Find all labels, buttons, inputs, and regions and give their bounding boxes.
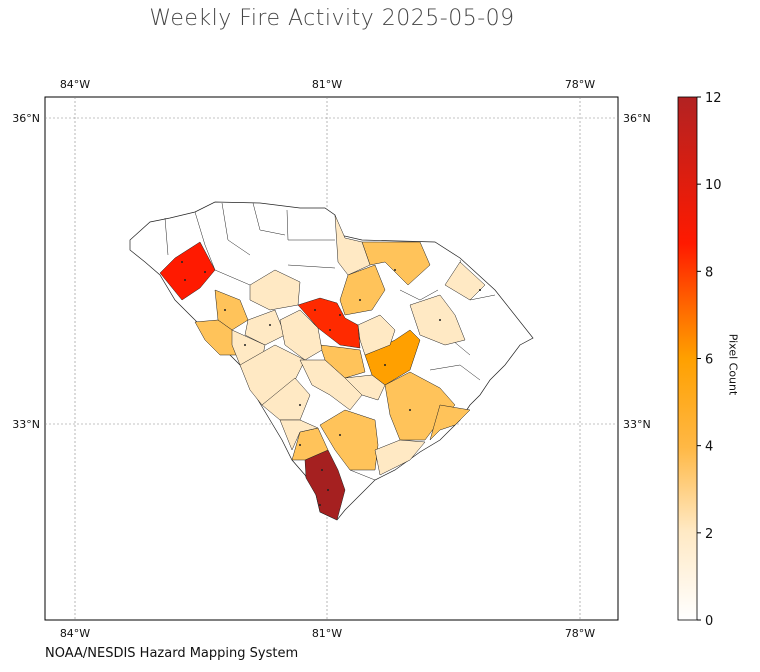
county-light-9 bbox=[357, 314, 396, 356]
lon-label-top: 84°W bbox=[60, 78, 90, 91]
lat-label-right: 33°N bbox=[623, 418, 651, 431]
lon-label-bottom: 81°W bbox=[312, 627, 342, 640]
lat-label-left: 36°N bbox=[12, 112, 40, 125]
county-light-13 bbox=[279, 419, 319, 451]
county-light-7 bbox=[261, 377, 311, 421]
colorbar-tick-label: 0 bbox=[705, 614, 713, 629]
county-light-14 bbox=[344, 374, 386, 401]
county-light-5 bbox=[279, 309, 323, 361]
county-orange-10 bbox=[429, 404, 471, 441]
colorbar-tick-label: 12 bbox=[705, 91, 722, 106]
lon-label-bottom: 78°W bbox=[565, 627, 595, 640]
counties-shaded bbox=[159, 214, 486, 521]
county-light-2 bbox=[249, 269, 301, 311]
colorbar-tick-label: 8 bbox=[705, 265, 713, 280]
lat-labels: 36°N 33°N 36°N 33°N bbox=[12, 112, 650, 431]
county-orange-5 bbox=[291, 427, 329, 461]
county-light-10 bbox=[409, 294, 466, 346]
county-light-11 bbox=[444, 261, 486, 301]
lon-label-bottom: 84°W bbox=[60, 627, 90, 640]
county-lines bbox=[164, 202, 496, 481]
lat-label-left: 33°N bbox=[12, 418, 40, 431]
county-light-3 bbox=[244, 309, 286, 346]
colorbar-tick-label: 4 bbox=[705, 440, 713, 455]
county-light-12 bbox=[374, 439, 426, 476]
lon-label-top: 81°W bbox=[312, 78, 342, 91]
fire-points bbox=[181, 261, 481, 506]
county-dark bbox=[304, 449, 346, 521]
lon-labels: 84°W 81°W 78°W 84°W 81°W 78°W bbox=[60, 78, 595, 640]
colorbar-label: Pixel Count bbox=[726, 333, 740, 396]
county-orange-3 bbox=[339, 264, 386, 316]
credit-text: NOAA/NESDIS Hazard Mapping System bbox=[45, 646, 299, 661]
county-oconee-like bbox=[159, 241, 216, 301]
county-light-1 bbox=[334, 214, 371, 276]
lon-label-top: 78°W bbox=[565, 78, 595, 91]
county-orange-7 bbox=[214, 289, 249, 331]
colorbar bbox=[677, 96, 698, 621]
colorbar-tick-label: 6 bbox=[705, 353, 713, 368]
colorbar-ticks: 0 2 4 6 8 10 12 bbox=[697, 91, 722, 629]
colorbar-tick-label: 2 bbox=[705, 527, 713, 542]
county-light-8 bbox=[299, 359, 363, 411]
map-title: Weekly Fire Activity 2025-05-09 bbox=[149, 6, 515, 31]
colorbar-tick-label: 10 bbox=[705, 178, 722, 193]
lat-label-right: 36°N bbox=[623, 112, 651, 125]
